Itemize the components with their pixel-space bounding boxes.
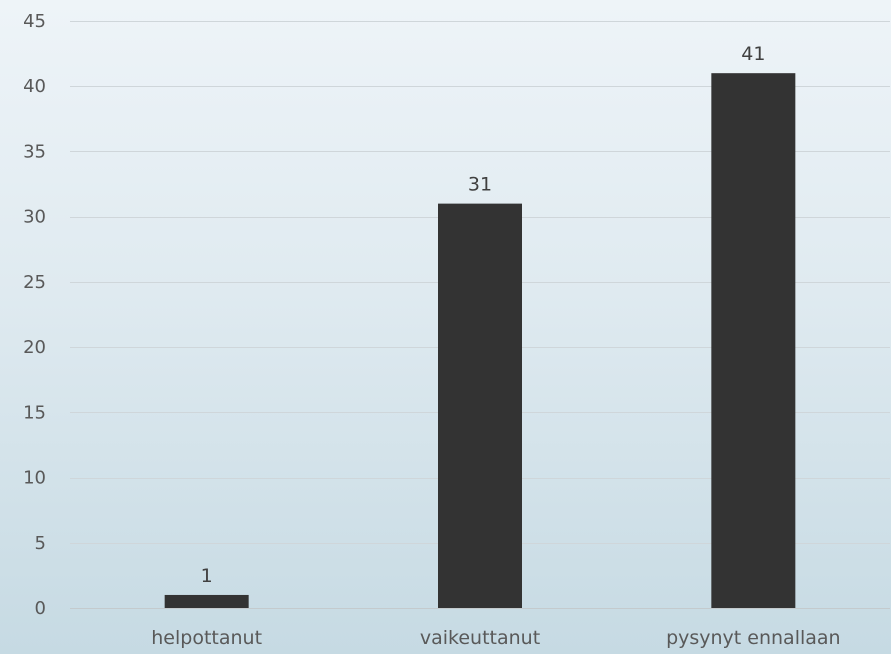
bars — [164, 73, 796, 608]
bar — [164, 594, 249, 608]
y-tick-label: 35 — [23, 141, 46, 162]
y-tick-label: 0 — [35, 598, 46, 619]
x-axis-categories: helpottanut vaikeuttanut pysynyt ennallaan — [151, 627, 840, 649]
data-label: 41 — [741, 43, 765, 65]
y-tick-label: 15 — [23, 402, 46, 423]
x-category-label: vaikeuttanut — [420, 627, 540, 649]
bar — [711, 73, 796, 608]
y-tick-label: 5 — [35, 533, 46, 554]
data-label: 1 — [201, 565, 213, 587]
x-category-label: helpottanut — [151, 627, 262, 649]
data-labels: 1 31 41 — [201, 43, 766, 587]
bar — [438, 203, 522, 608]
y-tick-label: 40 — [23, 76, 46, 97]
data-label: 31 — [468, 174, 492, 196]
y-axis-ticks: 0 5 10 15 20 25 30 35 40 45 — [23, 11, 46, 619]
y-tick-label: 30 — [23, 207, 46, 228]
y-tick-label: 45 — [23, 11, 46, 32]
y-tick-label: 25 — [23, 272, 46, 293]
y-tick-label: 10 — [23, 468, 46, 489]
x-category-label: pysynyt ennallaan — [666, 627, 841, 649]
y-tick-label: 20 — [23, 337, 46, 358]
